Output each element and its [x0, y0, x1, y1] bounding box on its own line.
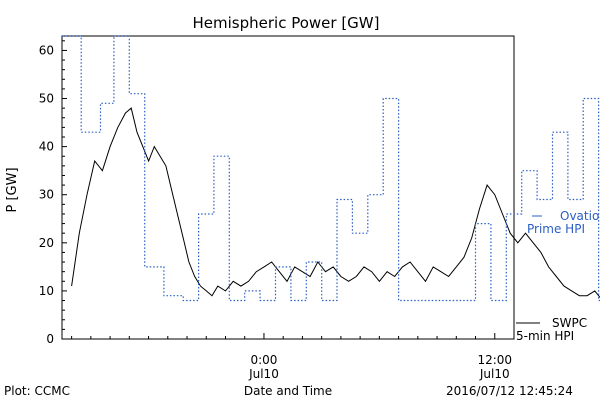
legend-ovation-label-line1: Ovation — [560, 209, 600, 223]
legend-hpi-label-line2: 5-min HPI — [516, 329, 574, 343]
legend-ovation-label-line2: Prime HPI — [527, 222, 585, 236]
plot-credit: Plot: CCMC — [4, 384, 70, 398]
legend-hpi-label-line1: SWPC — [552, 316, 587, 330]
y-tick-label-30: 30 — [39, 188, 54, 202]
chart-title: Hemispheric Power [GW] — [193, 14, 380, 32]
x-tick-label-date-0: Jul10 — [248, 367, 279, 381]
series-layer — [62, 35, 600, 302]
plot-frame — [61, 35, 515, 340]
y-tick-label-0: 0 — [46, 332, 54, 346]
plot-timestamp: 2016/07/12 12:45:24 — [446, 384, 573, 398]
x-tick-label-date-1: Jul10 — [479, 367, 510, 381]
y-axis: 0 10 20 30 40 50 60 — [39, 40, 67, 346]
x-tick-label-time-1: 12:00 — [477, 353, 512, 367]
y-tick-label-10: 10 — [39, 284, 54, 298]
legend-ovation: Ovation Prime HPI — [527, 209, 600, 236]
series-line-swpc-hpi — [71, 107, 600, 299]
y-tick-label-20: 20 — [39, 236, 54, 250]
y-axis-label: P [GW] — [5, 167, 20, 212]
y-tick-label-40: 40 — [39, 140, 54, 154]
y-tick-label-50: 50 — [39, 92, 54, 106]
x-tick-label-time-0: 0:00 — [250, 353, 277, 367]
x-axis: 0:00Jul1012:00Jul100:00Jul1112:00Jul110:… — [71, 333, 515, 381]
series-line-ovation-prime — [62, 35, 600, 302]
y-tick-label-60: 60 — [39, 43, 54, 57]
legend-hpi: SWPC 5-min HPI — [516, 316, 587, 343]
x-axis-label: Date and Time — [244, 384, 332, 398]
